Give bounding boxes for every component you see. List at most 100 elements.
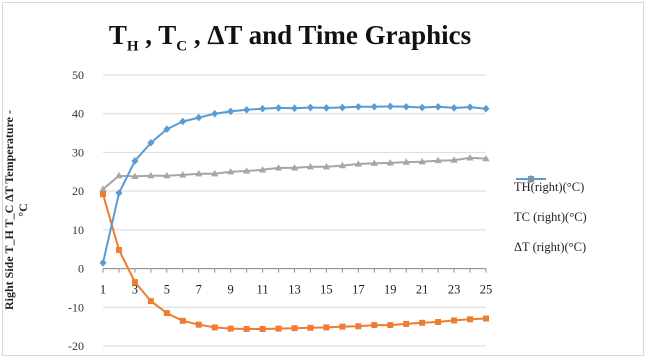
data-point [274, 164, 283, 171]
data-point [450, 156, 458, 163]
chart-title: TH , TC , ΔT and Time Graphics [108, 20, 472, 55]
data-point [354, 102, 362, 111]
data-point [100, 191, 106, 198]
y-tick-label: -10 [68, 300, 84, 314]
data-point [243, 106, 251, 114]
data-point [339, 323, 346, 330]
data-point [290, 164, 299, 171]
data-point [259, 325, 266, 332]
x-tick-label: 17 [352, 283, 365, 297]
data-point [115, 171, 123, 179]
data-point [227, 325, 234, 332]
data-point [451, 317, 458, 324]
x-tick-label: 7 [196, 283, 202, 297]
data-point [291, 325, 298, 332]
data-point [131, 157, 139, 165]
data-point [131, 279, 138, 286]
legend-item: ΔT (right)(°C) [514, 175, 642, 262]
data-point [115, 246, 122, 253]
x-tick-label: 25 [480, 283, 493, 297]
x-tick-label: 13 [288, 283, 301, 297]
x-tick-label: 11 [257, 283, 269, 297]
legend-label: TC (right)(°C) [514, 209, 587, 224]
x-tick-label: 9 [228, 283, 234, 297]
data-point [243, 167, 251, 174]
data-point [163, 171, 171, 179]
data-point [418, 157, 426, 165]
data-point [370, 159, 378, 166]
data-point [466, 103, 474, 111]
y-tick-label: 20 [72, 184, 84, 198]
data-point [435, 318, 442, 325]
data-point [483, 315, 489, 322]
data-point [179, 171, 187, 178]
data-point [99, 258, 107, 267]
data-point [355, 323, 362, 330]
data-point [434, 156, 442, 164]
data-point [482, 104, 490, 113]
data-point [466, 154, 474, 161]
data-point [323, 324, 330, 331]
data-point [227, 167, 235, 175]
data-point [338, 103, 346, 112]
data-point [211, 324, 218, 331]
data-point [386, 159, 394, 166]
legend-swatch [516, 175, 546, 183]
data-point [434, 102, 442, 111]
data-point [467, 316, 474, 323]
data-point [147, 171, 155, 179]
data-point [275, 325, 282, 332]
data-point [99, 185, 107, 192]
data-point [258, 166, 267, 173]
x-tick-label: 1 [100, 283, 106, 297]
data-point [211, 169, 219, 177]
data-point [322, 162, 331, 170]
x-tick-label: 23 [448, 283, 461, 297]
data-point [179, 117, 187, 126]
x-tick-label: 21 [416, 283, 429, 297]
y-tick-label: -20 [68, 339, 84, 353]
y-tick-label: 50 [72, 68, 84, 82]
data-point [131, 172, 139, 180]
data-point [402, 102, 410, 111]
chart-legend: TH(right)(°C) TC (right)(°C) ΔT (right)(°C… [514, 172, 642, 262]
data-point [387, 322, 394, 329]
data-point [275, 104, 283, 112]
data-point [482, 154, 490, 162]
data-point [163, 310, 170, 317]
y-tick-label: 30 [72, 145, 84, 159]
data-point [419, 319, 426, 326]
data-point [259, 104, 267, 113]
data-point [195, 169, 203, 177]
legend-label: ΔT (right)(°C) [514, 239, 587, 254]
data-point [450, 104, 458, 112]
data-point [338, 161, 346, 169]
x-tick-label: 3 [132, 283, 138, 297]
data-point [115, 189, 123, 197]
legend-item: TC (right)(°C) [514, 176, 642, 232]
data-point [307, 324, 314, 331]
data-point [227, 107, 235, 116]
data-point [179, 317, 186, 324]
y-tick-label: 40 [72, 107, 84, 121]
data-point [291, 104, 298, 113]
data-point [322, 104, 330, 112]
data-point [163, 125, 171, 133]
data-point [306, 103, 314, 112]
data-point [243, 325, 250, 332]
data-point [371, 322, 378, 329]
data-point [418, 103, 426, 112]
data-point [403, 320, 410, 327]
legend-label: TH(right)(°C) [514, 179, 585, 194]
data-point [402, 158, 410, 165]
data-point [306, 162, 315, 170]
y-tick-label: 0 [78, 262, 84, 276]
data-point [195, 321, 202, 328]
x-tick-label: 19 [384, 283, 397, 297]
series-line [102, 156, 487, 190]
data-point [370, 102, 378, 111]
x-tick-label: 5 [164, 283, 170, 297]
data-point [147, 298, 154, 305]
y-tick-label: 10 [72, 223, 84, 237]
